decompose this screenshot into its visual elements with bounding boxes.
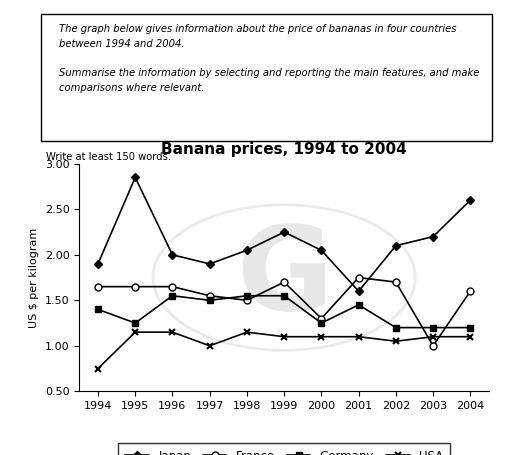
France bbox=[393, 279, 399, 285]
France bbox=[281, 279, 287, 285]
France bbox=[318, 316, 325, 321]
Germany bbox=[132, 320, 138, 326]
Line: USA: USA bbox=[95, 329, 474, 372]
France bbox=[244, 298, 250, 303]
France bbox=[95, 284, 101, 289]
Line: France: France bbox=[95, 274, 474, 349]
Japan bbox=[430, 234, 436, 239]
France bbox=[355, 275, 361, 280]
Japan bbox=[95, 261, 101, 267]
Germany bbox=[318, 320, 325, 326]
Text: G: G bbox=[236, 220, 333, 335]
Germany bbox=[244, 293, 250, 298]
France bbox=[169, 284, 176, 289]
Japan bbox=[207, 261, 213, 267]
Japan bbox=[467, 197, 474, 203]
Text: The graph below gives information about the price of bananas in four countries
b: The graph below gives information about … bbox=[59, 24, 479, 93]
Germany bbox=[393, 325, 399, 330]
Japan bbox=[355, 288, 361, 294]
Germany bbox=[281, 293, 287, 298]
Germany bbox=[430, 325, 436, 330]
USA bbox=[169, 329, 176, 335]
Germany bbox=[207, 298, 213, 303]
Germany bbox=[95, 307, 101, 312]
France bbox=[430, 343, 436, 349]
FancyBboxPatch shape bbox=[41, 14, 492, 141]
France bbox=[467, 288, 474, 294]
USA bbox=[244, 329, 250, 335]
USA bbox=[281, 334, 287, 339]
USA bbox=[95, 366, 101, 371]
Line: Germany: Germany bbox=[95, 293, 474, 331]
USA bbox=[132, 329, 138, 335]
Title: Banana prices, 1994 to 2004: Banana prices, 1994 to 2004 bbox=[161, 142, 407, 157]
Text: Write at least 150 words.: Write at least 150 words. bbox=[46, 152, 171, 162]
USA bbox=[207, 343, 213, 349]
Germany bbox=[467, 325, 474, 330]
Germany bbox=[169, 293, 176, 298]
USA bbox=[467, 334, 474, 339]
France bbox=[207, 293, 213, 298]
Japan bbox=[244, 248, 250, 253]
Japan bbox=[132, 175, 138, 180]
France bbox=[132, 284, 138, 289]
Line: Japan: Japan bbox=[95, 174, 474, 294]
USA bbox=[393, 339, 399, 344]
Legend: Japan, France, Germany, USA: Japan, France, Germany, USA bbox=[118, 443, 451, 455]
Germany bbox=[355, 302, 361, 308]
USA bbox=[430, 334, 436, 339]
Japan bbox=[281, 229, 287, 235]
USA bbox=[318, 334, 325, 339]
Y-axis label: US $ per kilogram: US $ per kilogram bbox=[29, 228, 39, 328]
Japan bbox=[169, 252, 176, 258]
Japan bbox=[318, 248, 325, 253]
USA bbox=[355, 334, 361, 339]
Japan bbox=[393, 243, 399, 248]
